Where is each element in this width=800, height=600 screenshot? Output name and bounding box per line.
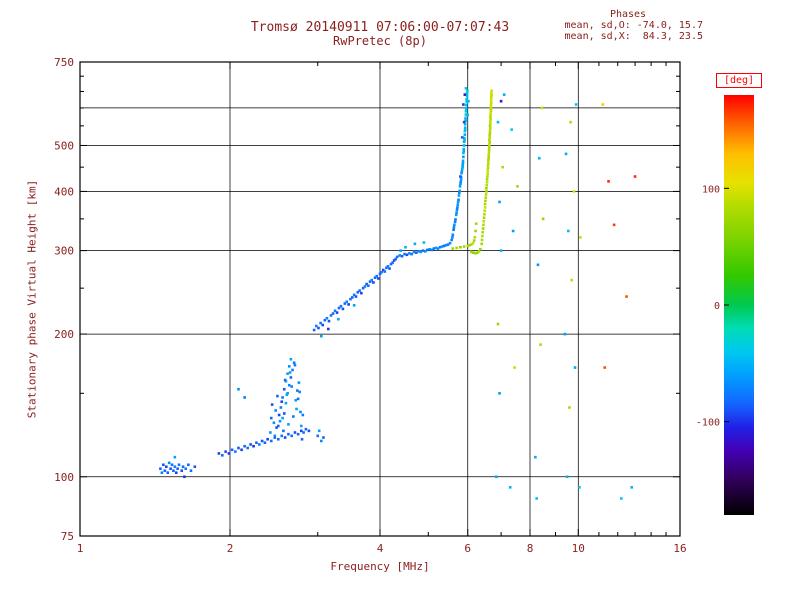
series-es-lower-trace	[217, 427, 311, 457]
x-axis-label: Frequency [MHz]	[330, 560, 430, 573]
axis-ticks	[79, 61, 681, 537]
colorbar-tick-label: 100	[702, 184, 720, 195]
series-o-mode-asymptote	[450, 87, 470, 242]
data-points	[159, 87, 637, 500]
tick-labels: 1 2 4 6 8 10 16 75 100 200 300 400 500 750	[54, 56, 687, 555]
x-tick-label: 4	[377, 542, 384, 555]
phase-stats-o-mode: mean, sd,O: -74.0, 15.7	[564, 20, 703, 31]
phase-stats: Phases mean, sd,O: -74.0, 15.7 mean, sd,…	[553, 9, 703, 42]
x-tick-label: 8	[527, 542, 534, 555]
y-tick-label: 500	[54, 139, 74, 152]
colorbar-unit-label: [deg]	[716, 73, 762, 88]
colorbar-tick-label: 0	[714, 301, 720, 312]
phase-stats-x-mode: mean, sd,X: 84.3, 23.5	[564, 31, 703, 42]
series-es-spread-cluster	[269, 357, 305, 441]
gridlines	[80, 62, 680, 536]
colorbar-tick-label: -100	[696, 418, 720, 429]
y-tick-label: 300	[54, 245, 74, 258]
x-tick-label: 10	[572, 542, 585, 555]
x-tick-label: 16	[673, 542, 686, 555]
y-tick-label: 400	[54, 185, 74, 198]
series-sporadic-scatter	[237, 93, 637, 500]
x-tick-label: 6	[464, 542, 471, 555]
y-tick-label: 100	[54, 471, 74, 484]
plot-title: Tromsø 20140911 07:06:00-07:07:43	[250, 20, 510, 35]
colorbar-ticks	[724, 187, 729, 423]
series-e-region-echoes	[159, 455, 197, 479]
colorbar-tick-labels: 100 0 -100	[696, 184, 720, 428]
plot-subtitle: RwPretec (8p)	[333, 34, 427, 48]
phase-stats-header: Phases	[609, 9, 647, 20]
series-f-trace-o-rising	[312, 257, 397, 338]
y-tick-label: 750	[54, 56, 74, 69]
y-axis-label: Stationary phase Virtual Height [km]	[25, 179, 39, 419]
x-tick-label: 2	[227, 542, 234, 555]
series-x-mode-lower	[451, 222, 482, 255]
series-f-trace-o-plateau	[395, 241, 452, 259]
y-tick-label: 75	[61, 530, 74, 543]
series-x-mode-asymptote	[480, 89, 493, 246]
y-tick-label: 200	[54, 328, 74, 341]
x-tick-label: 1	[77, 542, 84, 555]
